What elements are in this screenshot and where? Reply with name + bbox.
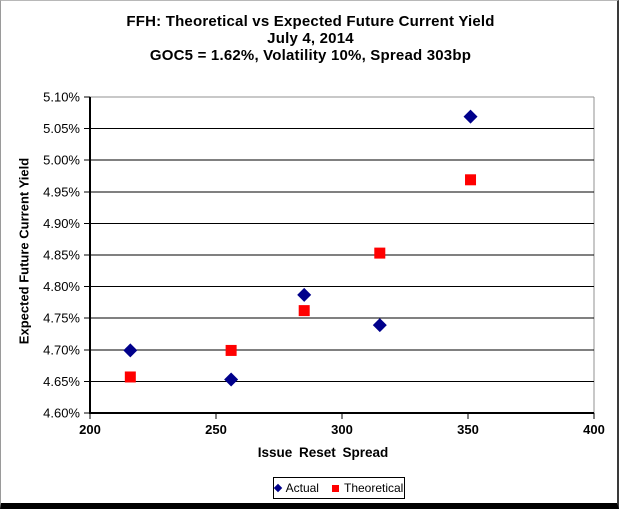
x-tick-label: 400 [583,422,605,437]
legend-item-actual: Actual [273,481,319,495]
legend-item-theoretical: Theoretical [331,481,404,495]
data-point-theoretical [374,247,386,259]
y-tick-label: 4.60% [43,406,80,421]
chart-title-line-2: July 4, 2014 [267,30,354,47]
legend: Actual Theoretical [273,477,405,499]
chart-title-line-1: FFH: Theoretical vs Expected Future Curr… [126,13,495,30]
chart-title-line-3: GOC5 = 1.62%, Volatility 10%, Spread 303… [149,47,472,64]
x-tick-label: 200 [79,422,101,437]
data-point-theoretical [465,174,477,186]
data-point-theoretical [124,371,136,383]
square-marker-icon [331,484,339,492]
x-tick-label: 350 [457,422,479,437]
data-point-actual [463,109,478,124]
x-tick-label: 250 [205,422,227,437]
chart-title: FFH: Theoretical vs Expected Future Curr… [1,13,617,64]
y-tick-label: 4.85% [43,248,80,263]
x-tick-label: 300 [331,422,353,437]
y-tick-label: 5.00% [43,153,80,168]
data-point-actual [224,372,239,387]
data-point-actual [123,343,138,358]
diamond-marker-icon [273,483,282,493]
data-point-theoretical [298,305,310,317]
y-tick-label: 4.95% [43,184,80,199]
y-tick-label: 5.05% [43,121,80,136]
data-point-actual [372,318,387,333]
x-axis-title: Issue Reset Spread [257,445,389,460]
y-tick-label: 4.75% [43,311,80,326]
y-tick-label: 4.65% [43,374,80,389]
legend-label-actual: Actual [285,481,319,495]
data-point-theoretical [225,344,237,356]
y-tick-label: 4.90% [43,216,80,231]
legend-label-theoretical: Theoretical [343,481,404,495]
y-tick-label: 4.70% [43,342,80,357]
data-point-actual [297,287,312,302]
y-tick-label: 5.10% [43,90,80,105]
y-tick-label: 4.80% [43,279,80,294]
